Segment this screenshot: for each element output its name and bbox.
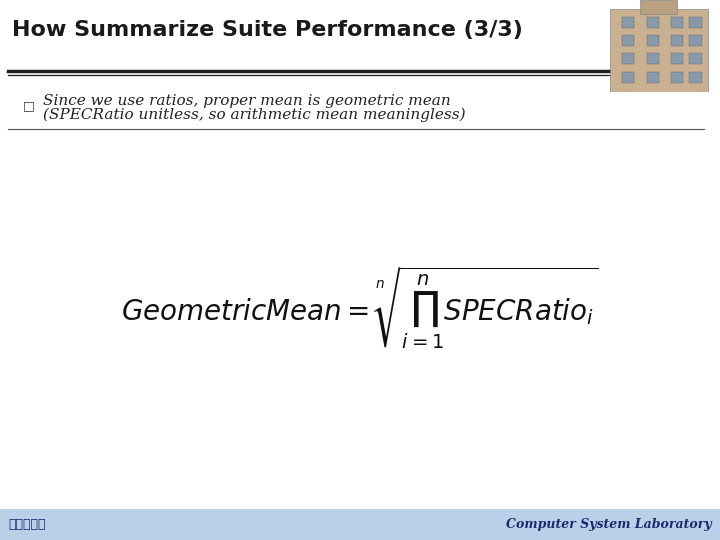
Bar <box>690 17 701 28</box>
Text: Since we use ratios, proper mean is geometric mean: Since we use ratios, proper mean is geom… <box>43 94 451 108</box>
Bar <box>647 72 659 83</box>
Bar <box>671 72 683 83</box>
Bar <box>671 35 683 46</box>
Bar <box>690 53 701 64</box>
Bar <box>610 9 708 92</box>
Text: Computer System Laboratory: Computer System Laboratory <box>505 518 711 531</box>
Bar <box>622 72 634 83</box>
Bar <box>647 35 659 46</box>
Text: (SPECRatio unitless, so arithmetic mean meaningless): (SPECRatio unitless, so arithmetic mean … <box>43 108 466 122</box>
Bar <box>690 72 701 83</box>
Bar <box>622 35 634 46</box>
Text: □: □ <box>23 99 35 112</box>
Bar <box>647 53 659 64</box>
Bar <box>671 53 683 64</box>
Bar <box>690 35 701 46</box>
Bar <box>641 0 678 14</box>
Text: $\mathit{GeometricMean} = \sqrt[\mathit{n}]{\prod_{i=1}^{n} \mathit{SPECRatio}_i: $\mathit{GeometricMean} = \sqrt[\mathit{… <box>122 265 598 351</box>
Bar <box>647 17 659 28</box>
Bar <box>622 17 634 28</box>
Text: How Summarize Suite Performance (3/3): How Summarize Suite Performance (3/3) <box>12 19 523 40</box>
Bar <box>0 509 720 540</box>
Bar <box>671 17 683 28</box>
Bar <box>622 53 634 64</box>
Text: 高麗大學校: 高麗大學校 <box>9 518 46 531</box>
